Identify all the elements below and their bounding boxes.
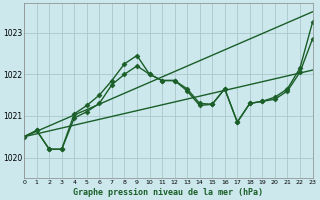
X-axis label: Graphe pression niveau de la mer (hPa): Graphe pression niveau de la mer (hPa): [73, 188, 263, 197]
